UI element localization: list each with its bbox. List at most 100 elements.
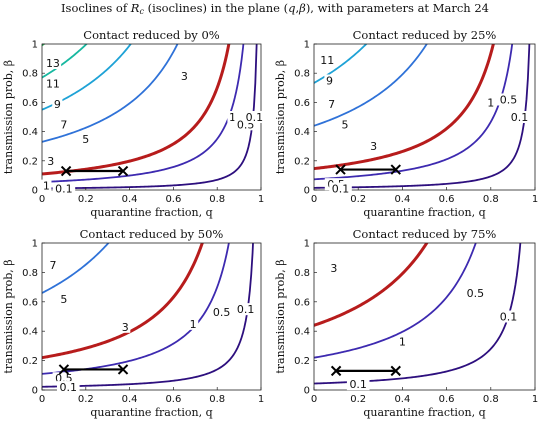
x-tick-label: 0.8: [209, 194, 225, 205]
y-tick-label: 0.6: [294, 297, 310, 308]
contour-label-bg: [234, 303, 257, 316]
x-tick-label: 0.2: [350, 194, 366, 205]
y-tick-label: 0.4: [294, 327, 310, 338]
cross-marker: [117, 364, 129, 375]
y-tick-label: 0.8: [22, 69, 38, 80]
contour-label: 9: [326, 75, 333, 88]
y-tick-label: 1: [32, 40, 38, 51]
y-tick-label: 0.6: [294, 98, 310, 109]
isocline-level-5: [42, 44, 132, 111]
y-tick-label: 0.2: [294, 356, 310, 367]
contour-label-bg: [497, 310, 520, 323]
contour-label: 0.1: [332, 183, 350, 196]
contour-label-bg: [58, 118, 69, 131]
axes-frame: [313, 242, 536, 391]
x-tick-label: 0.6: [165, 194, 181, 205]
contour-label-bg: [56, 381, 80, 394]
ticks: 0 0.2 0.4 0.6 0.8 100.20.40.60.81: [22, 239, 264, 406]
isocline-level-3: [42, 44, 179, 143]
x-tick-label: 0.6: [439, 394, 455, 405]
contour-label-bg: [328, 261, 339, 274]
panel-title: Contact reduced by 75%: [353, 227, 497, 241]
y-tick-label: 0: [32, 186, 38, 197]
y-tick-label: 0.6: [22, 98, 38, 109]
contour-label: 5: [82, 133, 89, 146]
ticks: 0 0.2 0.4 0.6 0.8 100.20.40.60.81: [294, 239, 538, 406]
contour-label-bg: [346, 378, 370, 391]
contour-label: 7: [49, 259, 56, 272]
contour-label-bg: [497, 93, 520, 106]
figure-title: Isoclines of Rc (isoclines) in the plane…: [61, 1, 489, 16]
isocline-level-1: [314, 243, 429, 327]
y-axis-label: transmission prob, β: [2, 259, 15, 373]
cross-marker: [390, 365, 401, 377]
contour-label: 5: [341, 118, 348, 131]
y-tick-label: 0.2: [22, 156, 38, 167]
x-axis-label: quarantine fraction, q: [363, 206, 485, 219]
contour-label: 3: [370, 140, 377, 153]
contour-label: 0.1: [500, 311, 518, 324]
contour-label-bg: [397, 335, 408, 348]
y-tick-label: 0.2: [294, 156, 310, 167]
y-tick-label: 0.8: [294, 69, 310, 80]
contour-label: 3: [122, 321, 129, 334]
x-tick-label: 0: [39, 194, 45, 205]
panels: 0 0.2 0.4 0.6 0.8 100.20.40.60.8113119753310.…: [2, 28, 538, 419]
contour-label: 0.5: [500, 93, 518, 106]
isocline-level-1: [42, 243, 204, 360]
isocline-level-7: [42, 44, 88, 79]
cross-marker: [390, 164, 401, 175]
contour-label-bg: [326, 97, 337, 110]
axes-frame: [41, 242, 262, 391]
contour-label: 0.1: [60, 381, 78, 394]
isocline-level-1: [314, 44, 495, 171]
y-tick-label: 1: [304, 239, 310, 250]
contour-label-bg: [243, 111, 266, 123]
x-tick-label: 0.4: [394, 194, 410, 205]
contour-label: 9: [54, 98, 61, 111]
contour-label-bg: [319, 54, 336, 67]
contour-label-bg: [485, 96, 496, 109]
contour-label-bg: [45, 154, 56, 167]
contour-label-bg: [464, 286, 487, 299]
x-tick-label: 0: [311, 194, 317, 205]
y-tick-label: 0.8: [22, 268, 38, 279]
contour-label: 0.1: [246, 111, 264, 124]
contour-label: 3: [181, 70, 188, 83]
cross-marker: [117, 165, 129, 177]
contour-label-bg: [120, 320, 131, 333]
contour-label: 1: [190, 318, 197, 331]
isocline-level-3: [314, 44, 428, 127]
contour-label-bg: [47, 259, 59, 272]
contour-label-bg: [188, 317, 199, 330]
cross-marker: [330, 365, 342, 377]
contour-label: 0.5: [213, 306, 231, 319]
contour-label-bg: [324, 74, 335, 87]
y-tick-label: 0.4: [22, 327, 38, 338]
cross-marker: [58, 364, 70, 375]
contour-label: 1: [229, 111, 236, 124]
ticks: 0 0.2 0.4 0.6 0.8 100.20.40.60.81: [22, 40, 264, 206]
panel-title: Contact reduced by 0%: [83, 28, 219, 42]
x-tick-label: 0.2: [350, 394, 366, 405]
y-axis-label: transmission prob, β: [2, 60, 15, 174]
contour-label-bg: [58, 292, 69, 305]
contour-label: 5: [60, 293, 67, 306]
contour-label-bg: [329, 182, 352, 195]
isocline-level-0-5: [314, 44, 514, 181]
contour-label: 1: [43, 180, 50, 193]
x-tick-label: 0.2: [78, 194, 94, 205]
plot-area: [314, 44, 535, 190]
panel-title: Contact reduced by 25%: [353, 28, 497, 42]
contour-label: 1: [487, 96, 494, 109]
contour-label: 7: [328, 98, 335, 111]
x-tick-label: 0: [39, 394, 45, 405]
contour-label-bg: [52, 97, 63, 110]
y-tick-label: 0: [304, 186, 310, 197]
panel-title: Contact reduced by 50%: [80, 227, 224, 241]
x-tick-label: 1: [258, 194, 264, 205]
x-axis-label: quarantine fraction, q: [363, 406, 485, 419]
x-tick-label: 0.4: [394, 394, 410, 405]
contour-label-bg: [227, 111, 238, 123]
